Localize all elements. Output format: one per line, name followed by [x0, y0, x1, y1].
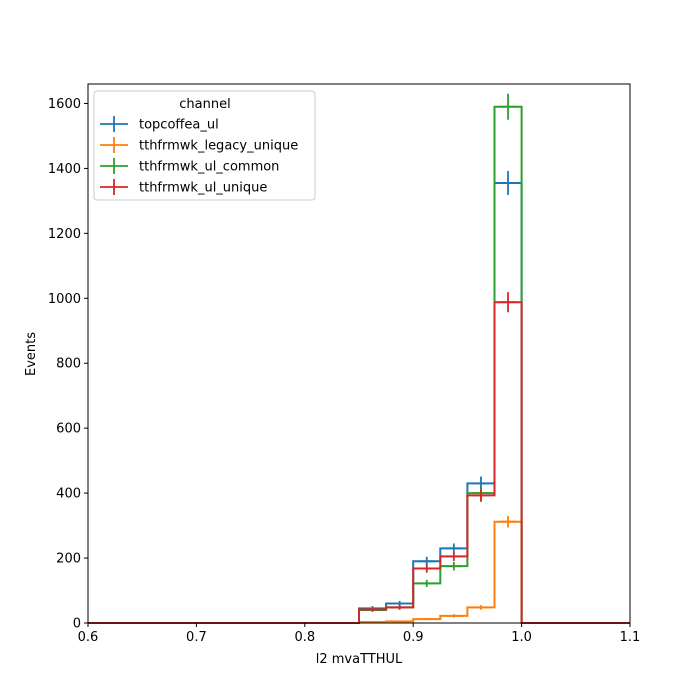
x-tick-label: 0.7	[186, 630, 207, 645]
y-tick-label: 800	[56, 357, 81, 372]
legend-label: tthfrmwk_ul_unique	[139, 181, 267, 196]
y-axis-ticks: 0 200 400 600 800 1000 1200 1400 1600	[48, 97, 88, 632]
y-tick-label: 1200	[48, 227, 81, 242]
y-tick-label: 600	[56, 422, 81, 437]
legend-entry-tthfrmwk_ul_unique: tthfrmwk_ul_unique	[100, 179, 267, 196]
y-tick-label: 200	[56, 552, 81, 567]
legend-label: tthfrmwk_ul_common	[139, 160, 279, 175]
y-axis-label: Events	[24, 332, 39, 376]
legend-entry-topcoffea_ul: topcoffea_ul	[100, 116, 219, 133]
legend-entry-tthfrmwk_legacy_unique: tthfrmwk_legacy_unique	[100, 137, 298, 154]
y-tick-label: 0	[73, 617, 81, 632]
x-axis-label: l2 mvaTTHUL	[316, 652, 403, 667]
x-tick-label: 1.0	[511, 630, 532, 645]
legend-box	[93, 90, 316, 201]
plot-frame	[87, 83, 631, 624]
y-tick-label: 1600	[48, 97, 81, 112]
legend-label: tthfrmwk_legacy_unique	[139, 139, 298, 154]
x-tick-label: 0.8	[294, 630, 315, 645]
x-tick-label: 0.9	[403, 630, 424, 645]
legend-title: channel	[179, 97, 230, 112]
legend-label: topcoffea_ul	[139, 118, 219, 133]
x-tick-label: 1.1	[620, 630, 641, 645]
y-tick-label: 1000	[48, 292, 81, 307]
legend-entry-tthfrmwk_ul_common: tthfrmwk_ul_common	[100, 158, 279, 175]
y-tick-label: 400	[56, 487, 81, 502]
x-tick-label: 0.6	[78, 630, 99, 645]
legend: channel topcoffea_ul tthfrmwk_legacy_uniq…	[93, 90, 316, 201]
y-tick-label: 1400	[48, 162, 81, 177]
x-axis-ticks: 0.6 0.7 0.8 0.9 1.0 1.1	[78, 623, 641, 645]
